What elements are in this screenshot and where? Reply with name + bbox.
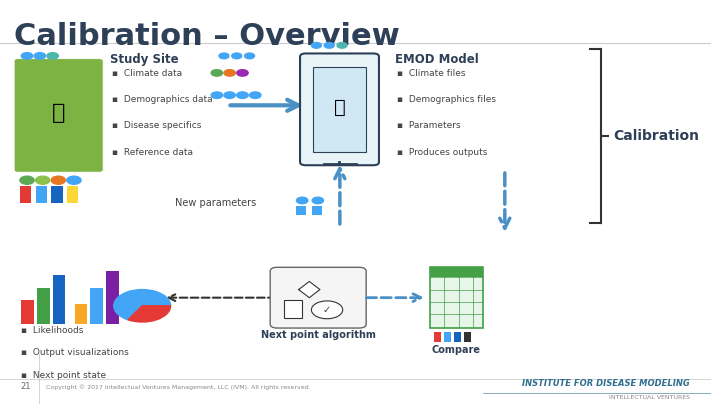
Circle shape [211, 70, 222, 76]
Polygon shape [299, 281, 320, 298]
Text: ▪  Demographics data: ▪ Demographics data [112, 95, 213, 104]
Text: Study Site: Study Site [110, 53, 179, 66]
Circle shape [245, 53, 255, 59]
Text: ▪  Climate files: ▪ Climate files [397, 69, 465, 78]
FancyBboxPatch shape [67, 186, 78, 202]
FancyBboxPatch shape [444, 332, 451, 342]
Text: Calibration: Calibration [613, 129, 699, 143]
Text: Compare: Compare [432, 345, 481, 355]
Circle shape [47, 53, 58, 59]
Circle shape [312, 197, 323, 204]
Wedge shape [128, 306, 171, 322]
Circle shape [324, 43, 334, 48]
Circle shape [35, 176, 50, 184]
FancyBboxPatch shape [75, 304, 87, 324]
Circle shape [34, 53, 45, 59]
FancyBboxPatch shape [464, 332, 471, 342]
FancyBboxPatch shape [14, 59, 103, 172]
Circle shape [312, 301, 343, 319]
FancyBboxPatch shape [454, 332, 461, 342]
Text: 21: 21 [20, 382, 30, 391]
Text: Copyright © 2017 Intellectual Ventures Management, LLC (IVM). All rights reserve: Copyright © 2017 Intellectual Ventures M… [46, 384, 311, 390]
Circle shape [312, 43, 321, 48]
FancyBboxPatch shape [270, 267, 366, 328]
Text: Next point algorithm: Next point algorithm [261, 330, 376, 340]
Text: ▪  Disease specifics: ▪ Disease specifics [112, 122, 202, 130]
FancyBboxPatch shape [20, 186, 31, 202]
FancyBboxPatch shape [37, 288, 50, 324]
FancyBboxPatch shape [297, 206, 307, 215]
Circle shape [297, 197, 308, 204]
Circle shape [51, 176, 66, 184]
Text: ▪  Output visualizations: ▪ Output visualizations [22, 348, 129, 357]
Text: 🌍: 🌍 [52, 103, 65, 124]
Circle shape [211, 92, 222, 98]
Circle shape [224, 92, 235, 98]
Text: ▪  Parameters: ▪ Parameters [397, 122, 460, 130]
Circle shape [237, 92, 248, 98]
Text: Calibration – Overview: Calibration – Overview [14, 22, 400, 51]
FancyBboxPatch shape [300, 53, 379, 165]
FancyBboxPatch shape [106, 271, 119, 324]
Text: ▪  Climate data: ▪ Climate data [112, 69, 182, 78]
Text: ▪  Next point state: ▪ Next point state [22, 371, 107, 379]
Circle shape [224, 70, 235, 76]
Circle shape [337, 43, 347, 48]
FancyBboxPatch shape [51, 186, 63, 202]
Text: INTELLECTUAL VENTURES: INTELLECTUAL VENTURES [608, 395, 690, 400]
FancyBboxPatch shape [313, 67, 366, 152]
Wedge shape [114, 290, 171, 320]
FancyBboxPatch shape [284, 300, 302, 318]
Text: ▪  Reference data: ▪ Reference data [112, 148, 194, 157]
Text: ✓: ✓ [323, 305, 331, 315]
FancyBboxPatch shape [430, 267, 484, 277]
Text: INSTITUTE FOR DISEASE MODELING: INSTITUTE FOR DISEASE MODELING [522, 379, 690, 388]
Text: ▪  Demographics files: ▪ Demographics files [397, 95, 496, 104]
Circle shape [22, 53, 32, 59]
FancyBboxPatch shape [430, 267, 484, 328]
Circle shape [250, 92, 261, 98]
FancyBboxPatch shape [90, 288, 103, 324]
Text: 🖥: 🖥 [334, 98, 346, 117]
Text: ▪  Produces outputs: ▪ Produces outputs [397, 148, 487, 157]
FancyBboxPatch shape [22, 300, 34, 324]
FancyBboxPatch shape [433, 332, 441, 342]
Circle shape [237, 70, 248, 76]
FancyBboxPatch shape [35, 186, 47, 202]
FancyBboxPatch shape [53, 275, 66, 324]
Text: ▪  Likelihoods: ▪ Likelihoods [22, 326, 84, 335]
Circle shape [232, 53, 242, 59]
Circle shape [20, 176, 34, 184]
Circle shape [219, 53, 229, 59]
Text: New parameters: New parameters [175, 198, 256, 207]
Circle shape [67, 176, 81, 184]
FancyBboxPatch shape [312, 206, 322, 215]
Text: EMOD Model: EMOD Model [395, 53, 478, 66]
